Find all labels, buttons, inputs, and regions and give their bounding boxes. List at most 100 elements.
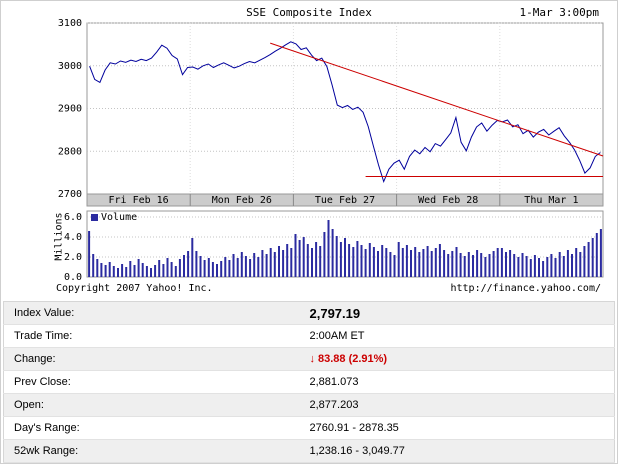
volume-bar xyxy=(117,268,119,277)
volume-bar xyxy=(517,257,520,277)
date-axis-label: Mon Feb 26 xyxy=(212,195,272,206)
date-axis-label: Thu Mar 1 xyxy=(524,195,578,206)
volume-legend: Volume xyxy=(91,212,137,223)
volume-bar xyxy=(381,245,384,277)
volume-bar xyxy=(583,246,586,277)
volume-bar xyxy=(467,252,470,277)
volume-tick-label: 6.0 xyxy=(64,212,82,223)
chart-canvas: 3100 3000 2900 2800 2700 Fri Feb 16 Mon Feb 26… xyxy=(58,18,604,283)
volume-tick-label: 4.0 xyxy=(64,232,82,243)
volume-bar xyxy=(438,244,441,277)
quote-label: Change: xyxy=(3,347,300,371)
quote-table-body: Index Value: 2,797.19 Trade Time: 2:00AM ET… xyxy=(3,301,615,463)
volume-bar xyxy=(92,254,95,277)
volume-bar xyxy=(191,238,194,277)
price-tick-label: 3000 xyxy=(58,61,82,72)
volume-bar xyxy=(480,253,483,277)
volume-bar xyxy=(447,254,450,277)
volume-bar xyxy=(595,233,598,277)
volume-bar xyxy=(393,255,396,277)
trendline-descending-resistance xyxy=(270,42,604,157)
volume-bar xyxy=(410,250,412,277)
volume-bar xyxy=(368,243,371,277)
volume-bar xyxy=(401,248,404,277)
volume-bar xyxy=(360,245,363,277)
quote-label: Open: xyxy=(3,393,300,417)
quote-value: 1,238.16 - 3,049.77 xyxy=(299,439,615,463)
volume-bar xyxy=(228,260,231,277)
volume-bar xyxy=(538,258,540,277)
volume-bar xyxy=(306,244,309,277)
volume-bar xyxy=(459,253,462,277)
volume-bar xyxy=(216,264,218,277)
copyright-text: Copyright 2007 Yahoo! Inc. xyxy=(56,283,213,294)
volume-bar xyxy=(240,252,243,277)
volume-axis-title: Millions xyxy=(53,212,65,261)
volume-bar xyxy=(294,234,297,277)
volume-bar xyxy=(587,242,590,277)
volume-bar xyxy=(253,253,256,277)
volume-bar xyxy=(249,259,252,277)
volume-bar xyxy=(339,242,342,277)
quote-row: Open: 2,877.203 xyxy=(3,393,615,417)
quote-value-text: 83.88 (2.91%) xyxy=(318,353,388,365)
volume-bar xyxy=(529,259,532,277)
volume-bar xyxy=(244,256,247,277)
volume-bar xyxy=(282,250,285,277)
volume-bar xyxy=(315,242,318,277)
volume-bar xyxy=(199,256,202,277)
quote-value: 2,877.203 xyxy=(299,393,615,417)
volume-bar xyxy=(496,248,499,277)
volume-bar xyxy=(88,231,91,277)
volume-swatch-icon xyxy=(91,214,98,221)
volume-bar xyxy=(311,248,313,277)
volume-bar xyxy=(178,259,181,277)
volume-bar xyxy=(430,251,433,277)
volume-bar xyxy=(488,254,491,277)
volume-tick-label: 0.0 xyxy=(64,272,82,283)
price-tick-label: 2700 xyxy=(58,189,82,200)
volume-legend-label: Volume xyxy=(101,212,138,223)
price-tick-label: 3100 xyxy=(58,18,82,29)
quote-label: Prev Close: xyxy=(3,370,300,394)
quote-value: 2:00AM ET xyxy=(299,324,615,348)
volume-bar xyxy=(257,257,260,277)
volume-bar xyxy=(232,254,235,277)
volume-bar xyxy=(521,253,524,277)
volume-bar xyxy=(348,244,351,277)
date-axis-label: Wed Feb 28 xyxy=(418,195,478,206)
volume-bar xyxy=(484,257,487,277)
volume-bar xyxy=(492,251,495,277)
volume-bar xyxy=(141,263,144,277)
volume-bar xyxy=(385,248,388,277)
quote-value: 2760.91 - 2878.35 xyxy=(299,416,615,440)
volume-bar xyxy=(108,262,111,277)
volume-bar xyxy=(319,246,322,277)
volume-bar xyxy=(405,245,408,277)
quote-value: 2,797.19 xyxy=(299,301,615,325)
volume-bar xyxy=(187,251,190,277)
volume-bar xyxy=(389,252,392,277)
quote-row: Trade Time: 2:00AM ET xyxy=(3,324,615,348)
quote-value-text: 2:00AM ET xyxy=(309,330,365,342)
quote-label: 52wk Range: xyxy=(3,439,300,463)
volume-bar xyxy=(571,254,573,277)
down-arrow-icon: ↓ xyxy=(309,353,316,365)
quote-value-text: 2,881.073 xyxy=(309,376,359,388)
volume-bar xyxy=(562,256,565,277)
volume-bar xyxy=(290,248,293,277)
volume-bar xyxy=(278,246,280,277)
quote-value-text: 1,238.16 - 3,049.77 xyxy=(309,445,405,457)
volume-bar xyxy=(533,255,536,277)
volume-bar xyxy=(372,247,375,277)
quote-value: 2,881.073 xyxy=(299,370,615,394)
volume-bar xyxy=(599,229,602,277)
price-tick-label: 2800 xyxy=(58,146,82,157)
quote-row: Index Value: 2,797.19 xyxy=(3,301,615,325)
volume-bar xyxy=(550,254,553,277)
source-url-text: http://finance.yahoo.com/ xyxy=(450,283,601,294)
volume-bar xyxy=(554,258,557,277)
volume-bar xyxy=(220,261,223,277)
price-tick-label: 2900 xyxy=(58,104,82,115)
volume-bar xyxy=(418,252,421,277)
